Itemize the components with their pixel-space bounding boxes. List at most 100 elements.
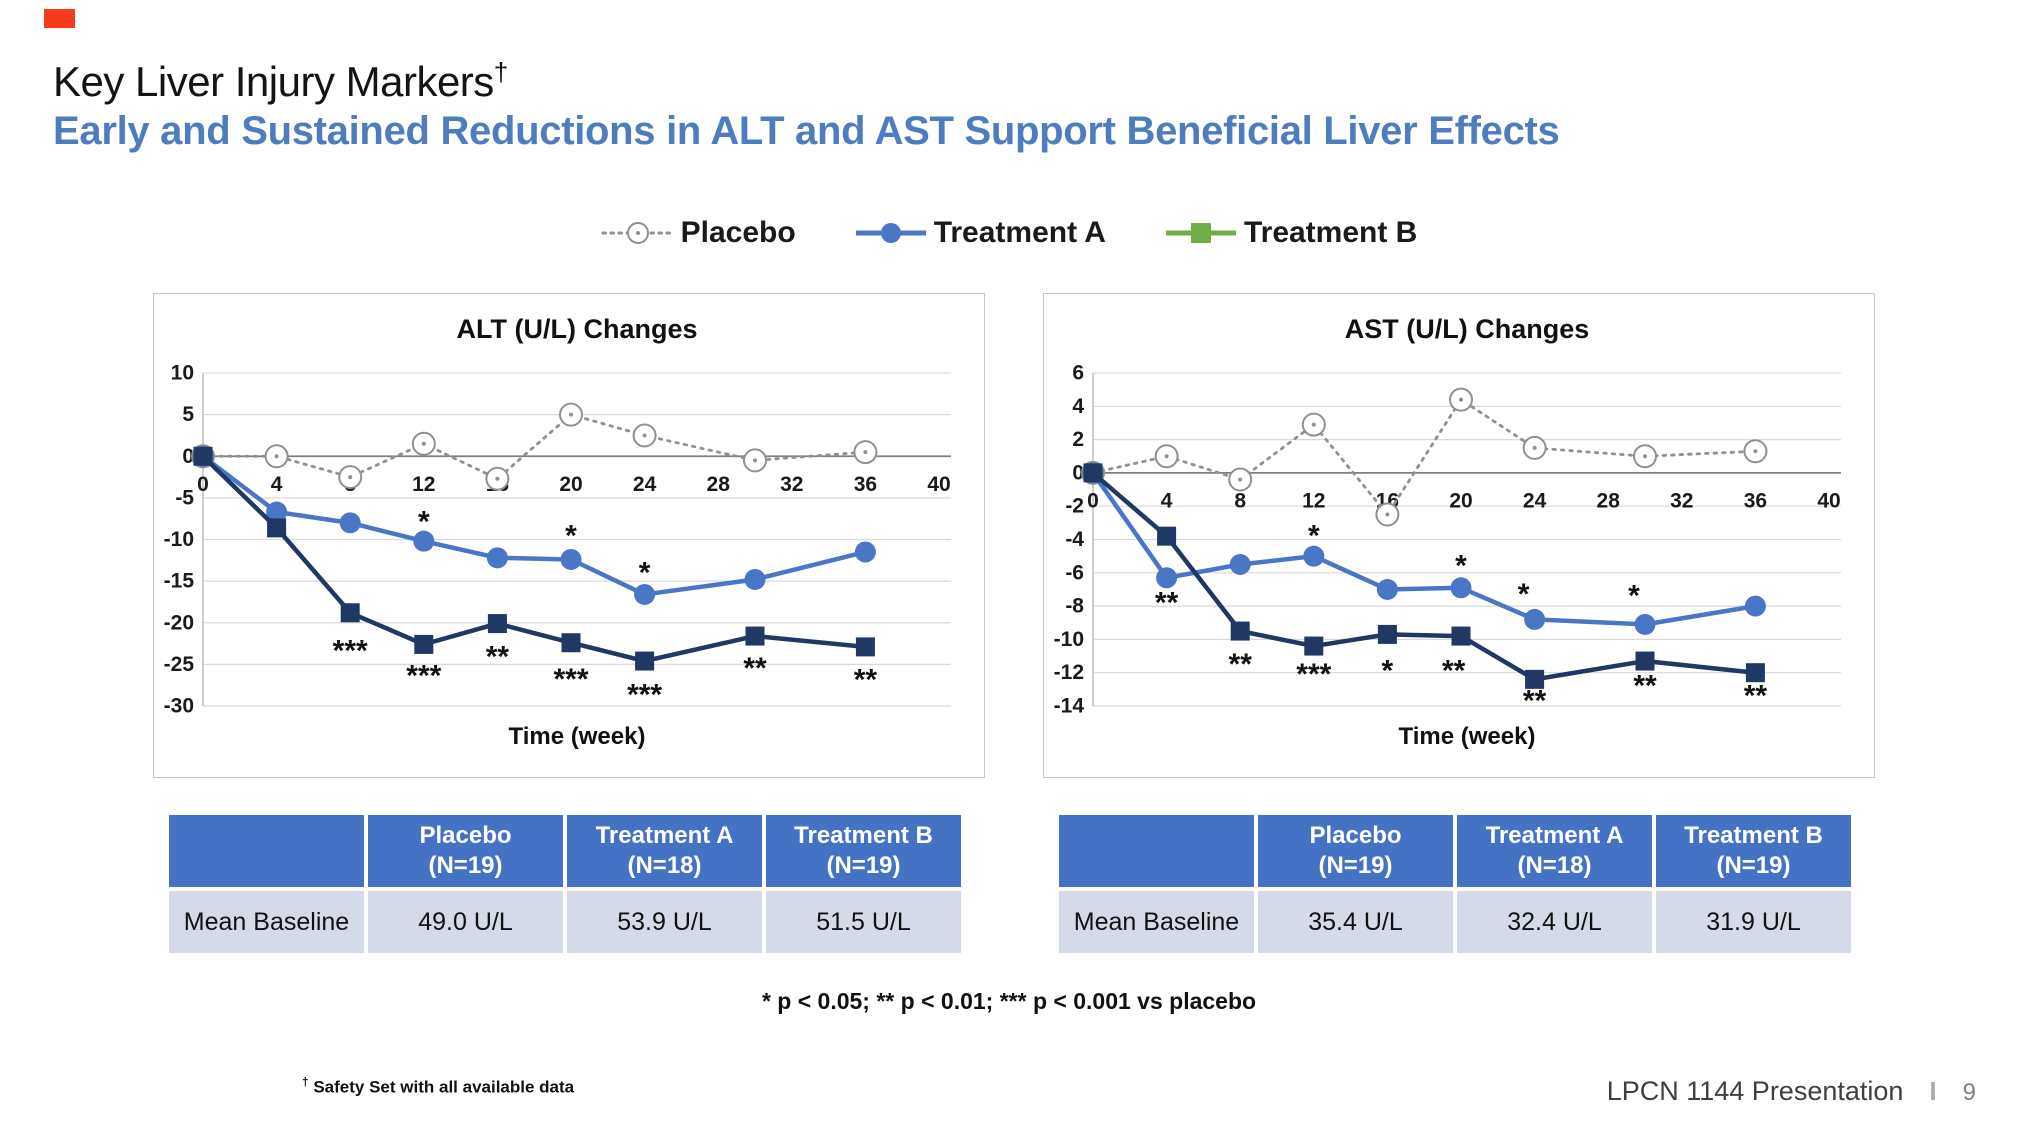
header-line2: (N=19) [826, 852, 901, 879]
x-axis-label: Time (week) [1399, 723, 1536, 750]
header-line2: (N=19) [1318, 852, 1393, 879]
data-point-marker [560, 548, 582, 570]
data-point-marker [486, 547, 508, 569]
data-point-marker [1304, 636, 1324, 656]
x-tick-label: 20 [559, 473, 582, 496]
data-point-marker [854, 541, 876, 563]
significance-marker: ** [486, 640, 510, 673]
data-point-marker [1525, 669, 1545, 689]
y-tick-label: -6 [1065, 561, 1084, 584]
series-line [1090, 470, 1758, 627]
series-treatment-a [1082, 462, 1766, 635]
data-point-marker [561, 633, 581, 653]
table-header-cell [1059, 815, 1254, 887]
data-point-marker [1157, 526, 1177, 546]
header-line1: Treatment B [794, 822, 933, 849]
x-tick-label: 36 [854, 473, 877, 496]
data-point-marker [1083, 463, 1103, 483]
page-subtitle: Early and Sustained Reductions in ALT an… [53, 109, 1560, 154]
data-point-marker [1634, 613, 1656, 635]
x-tick-label: 12 [412, 473, 435, 496]
data-point-dot [1238, 477, 1243, 482]
y-tick-label: -10 [164, 528, 194, 551]
significance-marker: ** [1155, 586, 1179, 619]
gridlines [1092, 372, 1841, 707]
data-point-marker [1230, 621, 1250, 641]
significance-marker: * [418, 506, 430, 539]
data-point-dot [863, 450, 868, 455]
y-tick-label: 10 [171, 362, 194, 385]
y-tick-label: 6 [1072, 362, 1084, 385]
significance-marker: * [1628, 580, 1640, 613]
chart-title: ALT (U/L) Changes [457, 314, 698, 344]
footer-separator: I [1929, 1076, 1937, 1106]
y-tick-label: -8 [1065, 595, 1084, 618]
data-point-marker [1745, 663, 1765, 683]
series-placebo [191, 402, 878, 491]
series-line [200, 454, 868, 597]
x-tick-label: 0 [197, 473, 209, 496]
table-value-cell: 53.9 U/L [567, 891, 762, 953]
footer: LPCN 1144 Presentation I 9 [1607, 1076, 1976, 1107]
data-point-dot [348, 475, 353, 480]
x-tick-label: 12 [1302, 489, 1325, 512]
header-line2: (N=19) [428, 852, 503, 879]
row-label-cell: Mean Baseline [169, 891, 364, 953]
table-header-cell [169, 815, 364, 887]
y-tick-label: -30 [164, 695, 194, 718]
y-tick-label: -20 [164, 611, 194, 634]
header-line1: Placebo [419, 822, 512, 849]
data-point-dot [421, 441, 426, 446]
x-tick-label: 8 [1234, 489, 1246, 512]
significance-marker: ** [1523, 685, 1547, 718]
x-tick-label: 36 [1744, 489, 1767, 512]
data-point-marker [1229, 553, 1251, 575]
data-point-dot [1164, 454, 1169, 459]
page-title-text: Key Liver Injury Markers [53, 58, 494, 105]
significance-marker: *** [406, 660, 441, 693]
data-point-marker [635, 651, 655, 671]
data-point-marker [487, 614, 507, 634]
title-dagger: † [493, 57, 508, 87]
table-header-cell: Treatment B (N=19) [766, 815, 961, 887]
significance-marker: *** [333, 635, 368, 668]
y-tick-labels: 10 5 0 -5 -10 -15 -20 -25 -30 [164, 362, 195, 718]
data-point-marker [855, 637, 875, 657]
legend-label: Placebo [680, 216, 796, 249]
table-header-cell: Treatment B (N=19) [1656, 815, 1851, 887]
data-point-dot [753, 458, 757, 463]
significance-marker: ** [1633, 670, 1657, 703]
data-point-marker [1376, 578, 1398, 600]
table-value-cell: 49.0 U/L [368, 891, 563, 953]
data-point-dot [1643, 454, 1647, 459]
series-placebo [1081, 387, 1768, 527]
significance-footnote: * p < 0.05; ** p < 0.01; *** p < 0.001 v… [761, 988, 1257, 1014]
table-value-cell: 35.4 U/L [1258, 891, 1453, 953]
data-point-dot [1753, 449, 1758, 454]
significance-marker: ** [1744, 680, 1768, 713]
safety-footnote-dagger: † [302, 1075, 309, 1089]
significance-marker: *** [1296, 658, 1331, 691]
legend-item-treatment-b: Treatment B [1164, 216, 1417, 250]
header-line2: (N=19) [1716, 852, 1791, 879]
table-header-cell: Placebo (N=19) [1258, 815, 1453, 887]
y-tick-labels: 6 4 2 0 -2 -4 -6 -8 -10 -12 -14 [1054, 362, 1085, 718]
significance-marker: * [1455, 550, 1467, 583]
significance-marker: ** [1229, 648, 1253, 681]
y-tick-label: -10 [1054, 628, 1084, 651]
alt-chart-panel: 1050-5-10-15-20-25-300481216202428323640… [153, 293, 985, 778]
data-point-marker [1524, 608, 1546, 630]
header-line1: Treatment A [595, 822, 734, 849]
y-tick-label: -12 [1054, 661, 1084, 684]
significance-annotations: ***** *** *** * **** ** ** [1155, 520, 1767, 718]
header-line2: (N=18) [1517, 852, 1592, 879]
significance-annotations: * ************* ***** ** [333, 506, 878, 712]
series-line [1090, 470, 1758, 682]
data-point-marker [267, 518, 287, 538]
significance-marker: ** [743, 652, 767, 685]
y-tick-label: -2 [1065, 495, 1084, 518]
legend-label: Treatment A [933, 216, 1106, 249]
data-point-marker [634, 583, 656, 605]
line-circle-swatch-icon [855, 223, 926, 243]
